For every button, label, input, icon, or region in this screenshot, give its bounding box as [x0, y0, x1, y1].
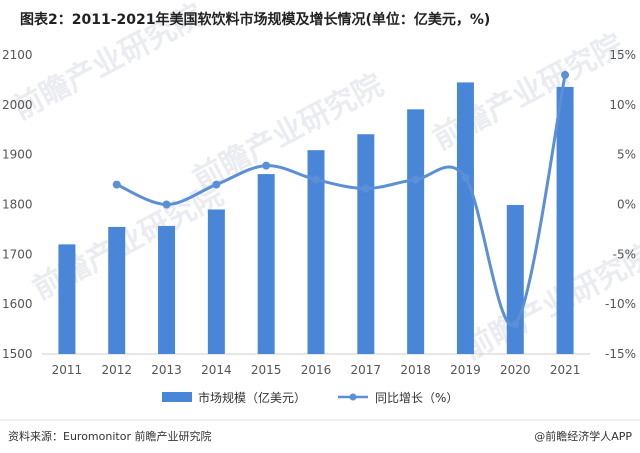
y-axis-left: 1500 1600 1700 1800 1900 2000 2100 — [2, 48, 33, 361]
bar — [357, 134, 375, 354]
x-tick-label: 2017 — [351, 363, 382, 377]
bar — [407, 109, 425, 355]
bar — [158, 225, 176, 354]
bar — [58, 244, 76, 354]
x-tick-label: 2020 — [500, 363, 531, 377]
y-left-tick-label: 1500 — [2, 347, 33, 361]
x-tick-label: 2012 — [101, 363, 132, 377]
chart-title: 图表2：2011-2021年美国软饮料市场规模及增长情况(单位：亿美元，%) — [20, 11, 490, 28]
source-note: 资料来源：Euromonitor 前瞻产业研究院 — [8, 429, 211, 443]
x-axis: 2011 2012 2013 2014 2015 2016 2017 2018 2019 2020… — [52, 363, 581, 377]
x-tick-label: 2014 — [201, 363, 232, 377]
x-tick-label: 2013 — [151, 363, 182, 377]
x-tick-label: 2018 — [400, 363, 431, 377]
legend-line-marker — [349, 393, 357, 401]
bar — [556, 86, 574, 354]
y-left-tick-label: 1800 — [2, 198, 33, 212]
y-left-tick-label: 1900 — [2, 148, 33, 162]
growth-point — [112, 180, 121, 189]
growth-point — [262, 161, 271, 170]
y-right-tick-label: -5% — [613, 247, 636, 261]
x-tick-label: 2019 — [450, 363, 481, 377]
y-right-tick-label: 0% — [617, 198, 636, 212]
y-left-tick-label: 1600 — [2, 297, 33, 311]
x-tick-label: 2021 — [550, 363, 581, 377]
legend: 市场规模（亿美元） 同比增长（%） — [162, 390, 458, 405]
legend-bar-label: 市场规模（亿美元） — [198, 390, 306, 405]
bar — [307, 150, 325, 354]
bar — [207, 209, 225, 354]
growth-point — [461, 173, 470, 182]
y-left-tick-label: 2100 — [2, 48, 33, 62]
y-left-tick-label: 2000 — [2, 98, 33, 112]
growth-point — [312, 175, 320, 184]
growth-point — [411, 175, 420, 184]
bar-series — [58, 82, 574, 355]
y-right-tick-label: 5% — [617, 148, 636, 162]
line-series — [112, 70, 570, 329]
growth-point — [212, 180, 221, 189]
growth-point — [162, 200, 171, 209]
bar — [257, 174, 275, 354]
y-right-tick-label: -10% — [605, 297, 636, 311]
growth-point — [561, 70, 570, 79]
x-tick-label: 2011 — [52, 363, 83, 377]
brand-label: @前瞻经济学人APP — [534, 429, 632, 443]
x-tick-label: 2015 — [251, 363, 282, 377]
growth-point — [511, 320, 520, 329]
bar — [108, 226, 126, 354]
y-right-tick-label: 10% — [609, 98, 636, 112]
bar — [456, 82, 474, 355]
y-right-tick-label: 15% — [609, 48, 636, 62]
legend-line-label: 同比增长（%） — [375, 391, 458, 405]
y-right-tick-label: -15% — [605, 347, 636, 361]
legend-bar-swatch — [162, 392, 192, 402]
y-axis-right: -15% -10% -5% 0% 5% 10% 15% — [605, 48, 636, 361]
bar — [506, 204, 524, 354]
watermark: 前瞻产业研究院 — [27, 178, 229, 307]
y-left-tick-label: 1700 — [2, 247, 33, 261]
growth-point — [361, 184, 370, 193]
x-tick-label: 2016 — [301, 363, 332, 377]
